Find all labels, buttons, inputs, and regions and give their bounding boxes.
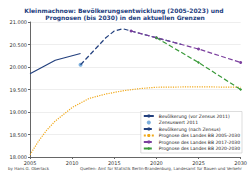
svg-text:2005: 2005 [23,159,37,166]
svg-text:Prognose des Landes BB 2017-20: Prognose des Landes BB 2017-2030 [159,140,240,145]
svg-text:Bevölkerung (vor Zensus 2011): Bevölkerung (vor Zensus 2011) [159,114,230,119]
svg-text:2020: 2020 [150,159,163,166]
svg-text:2030: 2030 [234,159,247,166]
svg-text:19.000: 19.000 [10,109,28,115]
svg-text:Kleinmachnow: Bevölkerungsentw: Kleinmachnow: Bevölkerungsentwicklung (2… [24,7,226,14]
svg-text:Zensuswert 2011: Zensuswert 2011 [159,120,198,125]
svg-text:2015: 2015 [107,159,121,166]
svg-text:Prognose des Landes BB 2005-20: Prognose des Landes BB 2005-2030 [159,133,240,138]
svg-text:21.000: 21.000 [10,19,28,25]
svg-text:19.500: 19.500 [10,87,28,93]
svg-text:18.000: 18.000 [9,154,27,160]
svg-text:18.500: 18.500 [10,132,28,138]
svg-text:2025: 2025 [192,159,205,166]
svg-text:Bevölkerung (nach Zensus): Bevölkerung (nach Zensus) [159,127,221,132]
svg-text:Prognose des Landes BB 2020-20: Prognose des Landes BB 2020-2030 [159,146,240,151]
svg-text:Quellen: Amt für Statistik Ber: Quellen: Amt für Statistik Berlin-Brande… [80,166,242,171]
svg-text:20.000: 20.000 [10,64,28,70]
svg-text:20.500: 20.500 [10,42,28,48]
svg-text:2010: 2010 [66,160,79,166]
svg-text:by Hans G. Oberlack: by Hans G. Oberlack [8,166,50,171]
svg-text:Prognosen (bis 2030) in den ak: Prognosen (bis 2030) in den aktuellen Gr… [45,14,204,22]
